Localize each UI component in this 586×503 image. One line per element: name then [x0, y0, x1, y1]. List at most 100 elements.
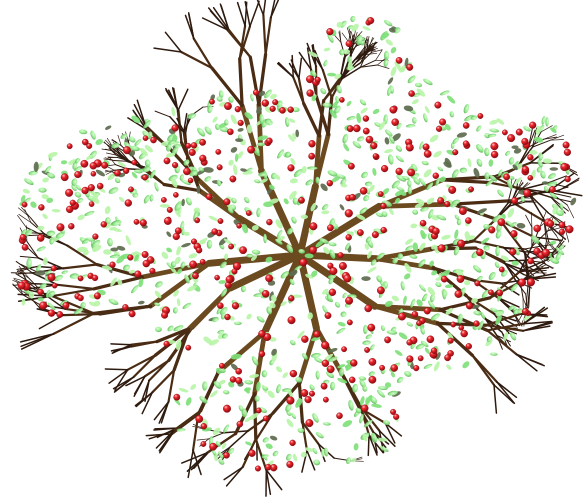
berry [367, 17, 375, 25]
branch-segment [182, 113, 188, 134]
berry [365, 135, 374, 144]
leaf [289, 190, 297, 200]
berry [437, 244, 446, 253]
branch-segment [17, 215, 27, 228]
branch-segment [302, 101, 321, 138]
leaf [420, 206, 429, 212]
leaf [42, 213, 48, 220]
leaf [267, 390, 275, 399]
leaf [476, 208, 487, 214]
branch-segment [12, 283, 24, 296]
berry [521, 308, 529, 316]
berry [437, 197, 445, 205]
branch-segment [117, 134, 122, 146]
branch-segment [518, 245, 533, 273]
berry [377, 191, 384, 198]
leaf [495, 314, 502, 325]
branch-segment [317, 98, 326, 138]
branch-segment [297, 77, 305, 105]
leaf [342, 133, 349, 144]
berry [188, 148, 196, 157]
branch-segment [171, 413, 200, 435]
berry [447, 337, 454, 344]
leaf [412, 117, 417, 124]
branch-segment [61, 263, 99, 270]
leaf [480, 237, 490, 244]
leaf [382, 420, 391, 426]
leaf [351, 23, 359, 32]
leaf [362, 385, 368, 392]
leaf [388, 154, 394, 165]
branch-segment [291, 54, 294, 78]
berry [299, 258, 308, 267]
berry [509, 248, 517, 256]
berry [237, 119, 244, 127]
branch-segment [188, 13, 195, 40]
leaf [74, 308, 83, 315]
leaf [233, 321, 242, 326]
berry [339, 97, 345, 103]
berry [65, 205, 74, 214]
leaf [327, 274, 337, 279]
berry [395, 167, 403, 176]
berry [326, 365, 335, 374]
berry [432, 172, 439, 180]
leaf [324, 353, 334, 361]
leaf [26, 257, 32, 269]
leaf [68, 159, 77, 165]
leaf [216, 179, 222, 187]
branch-segment [111, 150, 126, 161]
leaf [369, 344, 375, 351]
berry [258, 350, 266, 358]
leaf [483, 245, 490, 251]
berry [289, 439, 296, 447]
branch-segment [306, 449, 316, 471]
leaf [240, 168, 248, 172]
berry [286, 460, 294, 469]
leaf [275, 366, 283, 373]
berry [390, 364, 399, 372]
branch-segment [131, 154, 145, 171]
branch-segment [148, 260, 212, 309]
leaf [382, 188, 390, 195]
leaf [419, 141, 424, 150]
leaf [456, 218, 462, 226]
berry [407, 168, 416, 177]
leaf [409, 254, 418, 259]
berry [473, 320, 480, 327]
leaf [362, 26, 371, 31]
leaf [166, 143, 172, 152]
leaf [288, 134, 295, 142]
leaf [352, 141, 362, 149]
berry [77, 294, 84, 302]
branch-segment [110, 343, 132, 346]
leaf [30, 201, 37, 208]
berry [248, 449, 256, 457]
leaf [149, 169, 156, 179]
berry [60, 173, 69, 182]
berry [490, 142, 499, 151]
leaf [101, 265, 113, 271]
branch-segment [136, 99, 147, 126]
berry [368, 357, 377, 366]
leaf [372, 167, 377, 176]
leaf [428, 209, 434, 219]
leaf [144, 159, 151, 167]
berry [192, 272, 199, 280]
branch-segment [158, 430, 175, 452]
leaf [259, 113, 264, 125]
berry [413, 365, 420, 372]
leaf [473, 167, 480, 178]
leaf [109, 254, 121, 259]
branch-segment [111, 139, 122, 146]
berry [265, 274, 273, 283]
branch-segment [301, 421, 309, 452]
branch-segment [340, 58, 350, 80]
berry [308, 152, 316, 160]
berry [163, 340, 170, 348]
leaf [396, 174, 407, 182]
leaf [168, 139, 176, 145]
leaf [143, 194, 150, 204]
branch-segment [371, 49, 383, 53]
leaf [219, 306, 228, 315]
